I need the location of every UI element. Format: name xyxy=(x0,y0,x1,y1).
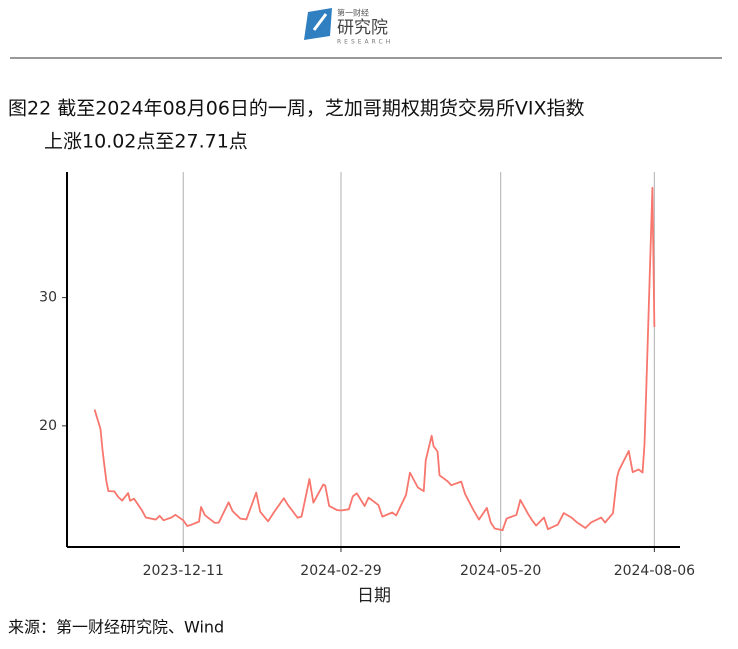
logo-sub: RESEARCH xyxy=(337,39,393,46)
source: 来源：第一财经研究院、Wind xyxy=(8,618,224,637)
logo-text: 研究院 xyxy=(337,18,388,38)
logo-small: 第一财经 xyxy=(337,8,369,18)
data-line xyxy=(93,186,656,532)
x-axis-label: 日期 xyxy=(357,586,391,606)
chart-title: 上涨10.02点至27.71点 xyxy=(44,131,248,153)
logo-stroke xyxy=(312,13,328,31)
y-tick-label: 30 xyxy=(39,290,57,306)
chart-title: 图22 截至2024年08月06日的一周，芝加哥期权期货交易所VIX指数 xyxy=(8,98,585,120)
x-tick-label: 2024-05-20 xyxy=(460,563,541,579)
x-tick-label: 2024-02-29 xyxy=(300,563,381,579)
x-tick-label: 2023-12-11 xyxy=(143,563,224,579)
y-tick-label: 20 xyxy=(39,418,57,434)
x-tick-label: 2024-08-06 xyxy=(614,563,695,579)
logo: 第一财经 研究院 RESEARCH xyxy=(304,8,393,46)
